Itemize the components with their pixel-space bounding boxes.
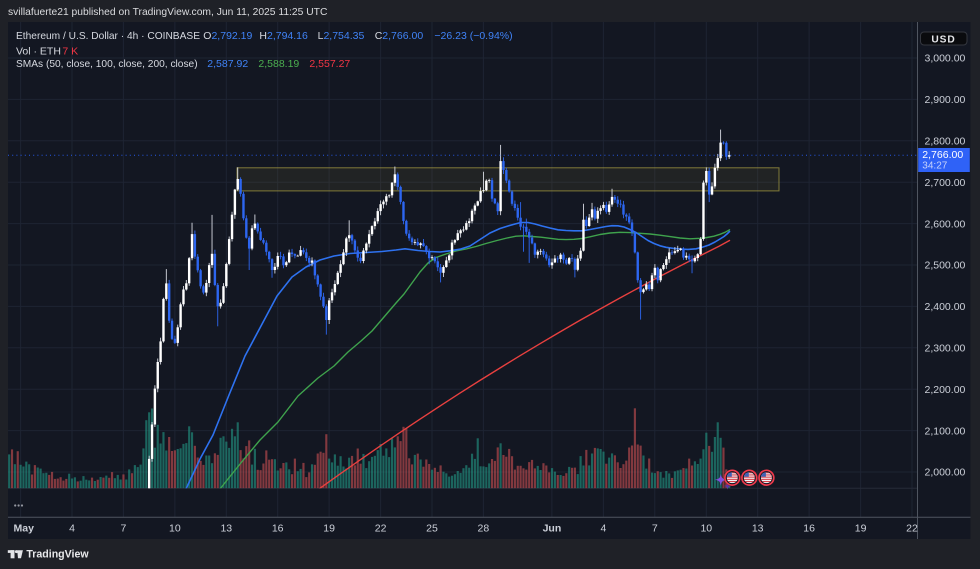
svg-text:May: May [14,523,35,535]
svg-text:22: 22 [906,523,918,535]
svg-text:13: 13 [752,523,764,535]
svg-text:19: 19 [855,523,867,535]
svg-text:2,766.00: 2,766.00 [922,149,963,161]
svg-text:34:27: 34:27 [922,161,947,172]
svg-text:SMAs (50, close, 100, close, 2: SMAs (50, close, 100, close, 200, close)… [16,58,350,70]
svg-text:2,600.00: 2,600.00 [925,218,966,230]
svg-text:22: 22 [375,523,387,535]
svg-text:7: 7 [652,523,658,535]
svg-text:3,000.00: 3,000.00 [925,53,966,65]
svg-text:2,800.00: 2,800.00 [925,136,966,148]
svg-text:2,500.00: 2,500.00 [925,260,966,272]
svg-text:2,900.00: 2,900.00 [925,94,966,106]
svg-text:25: 25 [426,523,438,535]
svg-text:2,300.00: 2,300.00 [925,343,966,355]
svg-text:13: 13 [220,523,232,535]
svg-text:2,400.00: 2,400.00 [925,301,966,313]
svg-text:2,100.00: 2,100.00 [925,425,966,437]
svg-text:7 K: 7 K [62,45,78,57]
svg-text:28: 28 [478,523,490,535]
svg-text:Ethereum / U.S. Dollar · 4h ·: Ethereum / U.S. Dollar · 4h · COINBASE O2… [16,30,513,42]
svg-text:Vol · ETH: Vol · ETH [16,45,61,57]
svg-text:TradingView: TradingView [26,548,89,560]
svg-text:10: 10 [700,523,712,535]
svg-text:16: 16 [803,523,815,535]
svg-text:2,700.00: 2,700.00 [925,177,966,189]
svg-text:19: 19 [323,523,335,535]
svg-text:2,000.00: 2,000.00 [925,467,966,479]
svg-text:16: 16 [272,523,284,535]
svg-text:Jun: Jun [543,523,562,535]
svg-text:7: 7 [120,523,126,535]
svg-text:2,200.00: 2,200.00 [925,384,966,396]
svg-text:svillafuerte21 published on Tr: svillafuerte21 published on TradingView.… [8,7,328,18]
svg-text:4: 4 [600,523,606,535]
svg-text:4: 4 [69,523,75,535]
svg-text:10: 10 [169,523,181,535]
svg-text:USD: USD [931,34,955,45]
